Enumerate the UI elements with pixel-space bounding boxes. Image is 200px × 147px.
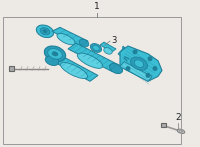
Circle shape [146,74,150,77]
Ellipse shape [134,60,144,67]
Bar [3,17,181,144]
Ellipse shape [40,28,50,35]
Polygon shape [100,42,116,52]
Ellipse shape [90,44,102,52]
Polygon shape [122,46,130,56]
Polygon shape [120,46,162,81]
Ellipse shape [131,57,147,70]
Polygon shape [161,123,166,127]
Polygon shape [118,50,128,59]
Polygon shape [9,66,14,71]
Ellipse shape [177,129,185,133]
Text: 2: 2 [175,112,181,122]
Ellipse shape [45,56,59,65]
Polygon shape [120,62,152,81]
Ellipse shape [109,64,123,74]
Ellipse shape [52,52,58,56]
Ellipse shape [48,49,62,59]
Ellipse shape [36,25,54,38]
Text: 1: 1 [94,2,100,11]
Circle shape [126,67,130,70]
Ellipse shape [57,34,75,45]
Ellipse shape [60,62,88,78]
Polygon shape [52,27,88,46]
Ellipse shape [180,130,182,132]
Ellipse shape [104,48,112,54]
Polygon shape [68,43,120,71]
Circle shape [153,67,157,70]
Circle shape [133,50,137,54]
Ellipse shape [93,45,99,51]
Circle shape [148,57,152,61]
Ellipse shape [43,30,47,33]
Ellipse shape [77,53,103,68]
Text: 3: 3 [111,36,116,45]
Ellipse shape [44,46,66,62]
Ellipse shape [79,39,89,47]
Polygon shape [48,53,98,81]
